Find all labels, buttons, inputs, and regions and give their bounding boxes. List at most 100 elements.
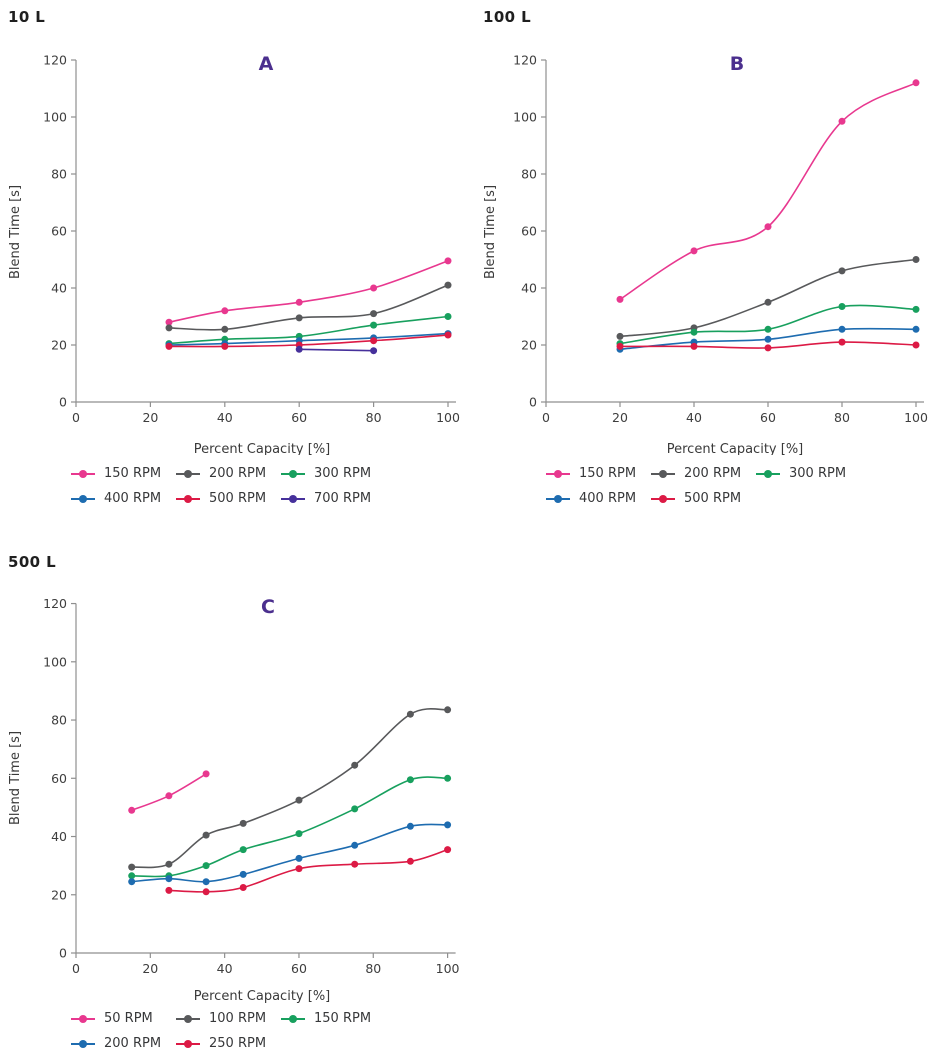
- data-point-500-rpm: [912, 341, 920, 349]
- data-point-200-rpm: [221, 325, 229, 333]
- legend-label: 400 RPM: [579, 491, 637, 506]
- panel-a-volume-title: 10 L: [8, 8, 46, 26]
- x-tick-label: 100: [436, 410, 460, 425]
- series-line-150-rpm: [619, 82, 917, 301]
- y-tick-label: 100: [43, 110, 67, 125]
- legend-label: 250 RPM: [209, 1036, 267, 1051]
- legend-dot: [184, 1039, 192, 1048]
- legend-marker-icon: [176, 1014, 200, 1023]
- legend-label: 700 RPM: [314, 491, 372, 506]
- legend-label: 500 RPM: [684, 491, 742, 506]
- legend-marker-icon: [281, 1014, 305, 1023]
- legend-marker-icon: [546, 494, 570, 503]
- y-tick-label: 120: [43, 596, 67, 611]
- legend-marker-icon: [176, 469, 200, 478]
- data-point-150-rpm: [202, 862, 210, 870]
- data-point-500-rpm: [444, 331, 452, 339]
- x-tick-label: 20: [142, 410, 158, 425]
- data-point-500-rpm: [616, 342, 624, 350]
- data-point-250-rpm: [202, 888, 210, 896]
- data-point-150-rpm: [370, 284, 378, 292]
- panel-c: 500 L 0 20 40 60 80 100 120 0 20 40 60 80 100 C Blend …: [0, 545, 475, 1051]
- x-tick-label: 20: [142, 961, 158, 976]
- legend-label: 300 RPM: [789, 466, 847, 481]
- legend-dot: [659, 469, 667, 478]
- axes: [75, 603, 456, 954]
- data-point-100-rpm: [351, 761, 359, 769]
- legend-item-300-rpm: 300 RPM: [755, 461, 860, 486]
- data-point-500-rpm: [165, 342, 173, 350]
- data-point-300-rpm: [838, 303, 846, 310]
- x-tick-label: 40: [217, 961, 233, 976]
- y-tick-label: 80: [51, 167, 67, 182]
- legend-label: 200 RPM: [209, 466, 267, 481]
- data-point-150-rpm: [616, 295, 624, 303]
- y-tick-label: 20: [51, 338, 67, 353]
- legend-item-200-rpm: 200 RPM: [650, 461, 755, 486]
- legend-item-50-rpm: 50 RPM: [70, 1006, 175, 1031]
- legend-marker-icon: [71, 1039, 95, 1048]
- data-point-100-rpm: [165, 860, 173, 868]
- chart-c-legend: 50 RPM 100 RPM 150 RPM 200 RPM 250 RPM: [70, 1006, 410, 1056]
- x-tick-label: 60: [291, 410, 307, 425]
- data-point-100-rpm: [406, 710, 414, 718]
- legend-dot: [79, 1014, 87, 1023]
- data-point-200-rpm: [351, 841, 359, 849]
- data-point-700-rpm: [370, 347, 378, 355]
- legend-marker-icon: [281, 469, 305, 478]
- data-point-200-rpm: [912, 256, 920, 263]
- legend-item-200-rpm: 200 RPM: [70, 1031, 175, 1056]
- data-point-150-rpm: [295, 830, 303, 838]
- data-point-200-rpm: [239, 870, 247, 878]
- legend-marker-icon: [71, 494, 95, 503]
- legend-dot: [554, 469, 562, 478]
- x-axis-title: Percent Capacity [%]: [194, 442, 331, 455]
- data-point-150-rpm: [690, 247, 698, 255]
- y-tick-label: 20: [51, 887, 67, 902]
- legend-label: 200 RPM: [684, 466, 742, 481]
- data-point-150-rpm: [406, 776, 414, 784]
- x-tick-label: 40: [217, 410, 233, 425]
- data-point-700-rpm: [295, 345, 303, 353]
- legend-label: 150 RPM: [579, 466, 637, 481]
- data-point-150-rpm: [295, 298, 303, 306]
- x-tick-label: 100: [904, 410, 928, 425]
- x-tick-label: 60: [291, 961, 307, 976]
- legend-dot: [764, 469, 772, 478]
- y-tick-label: 80: [521, 167, 537, 182]
- data-point-150-rpm: [351, 805, 359, 813]
- legend-marker-icon: [546, 469, 570, 478]
- legend-label: 150 RPM: [314, 1011, 372, 1026]
- legend-dot: [184, 1014, 192, 1023]
- panel-letter-label: A: [259, 53, 274, 75]
- y-tick-label: 0: [59, 395, 67, 410]
- data-point-500-rpm: [370, 337, 378, 345]
- series-line-50-rpm: [131, 773, 207, 812]
- data-point-50-rpm: [165, 792, 173, 800]
- data-point-200-rpm: [165, 875, 173, 883]
- legend-item-150-rpm: 150 RPM: [70, 461, 175, 486]
- data-point-200-rpm: [202, 878, 210, 886]
- x-tick-label: 0: [72, 961, 80, 976]
- chart-c-plot: 0 20 40 60 80 100 120 0 20 40 60 80 100 C Blend Time […: [8, 596, 460, 1004]
- x-tick-label: 80: [366, 410, 382, 425]
- legend-label: 500 RPM: [209, 491, 267, 506]
- series-line-100-rpm: [131, 708, 448, 869]
- x-tick-label: 80: [834, 410, 850, 425]
- legend-marker-icon: [756, 469, 780, 478]
- data-point-500-rpm: [690, 342, 698, 350]
- legend-item-400-rpm: 400 RPM: [70, 486, 175, 511]
- legend-marker-icon: [651, 494, 675, 503]
- x-tick-label: 60: [760, 410, 776, 425]
- panel-a: 10 L 0 20 40 60 80 100 120 0 20 40 60 80 100 A Blend T…: [0, 0, 475, 530]
- y-tick-label: 60: [521, 224, 537, 239]
- data-point-50-rpm: [202, 770, 210, 778]
- data-point-200-rpm: [444, 281, 452, 289]
- data-point-300-rpm: [444, 313, 452, 320]
- legend-dot: [289, 1014, 297, 1023]
- legend-label: 300 RPM: [314, 466, 372, 481]
- legend-dot: [184, 494, 192, 503]
- data-point-250-rpm: [444, 846, 452, 854]
- data-point-150-rpm: [128, 872, 136, 880]
- data-point-500-rpm: [838, 338, 846, 346]
